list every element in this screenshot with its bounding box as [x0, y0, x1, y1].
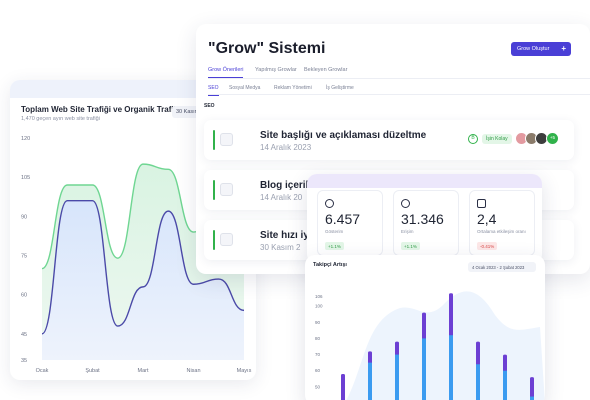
- y-tick-label: 45: [21, 332, 27, 338]
- task-checkbox[interactable]: [220, 133, 233, 146]
- task-date: 30 Kasım 2: [260, 243, 301, 252]
- task-date: 14 Aralık 20: [260, 193, 303, 202]
- followers-date-range[interactable]: 4 Ocak 2023 - 2 Şubat 2023: [468, 262, 536, 272]
- task-checkbox[interactable]: [220, 183, 233, 196]
- bar-segment: [530, 396, 534, 400]
- eye-icon: [325, 199, 334, 208]
- task-row[interactable]: Site başlığı ve açıklaması düzeltme 14 A…: [204, 120, 574, 160]
- stat-change: +1.1%: [325, 242, 344, 250]
- y-tick-label: 100: [315, 304, 323, 309]
- y-tick-label: 90: [21, 214, 27, 220]
- x-tick-label: Ocak: [36, 368, 49, 374]
- section-label: SEO: [204, 103, 215, 109]
- task-checkbox[interactable]: [220, 233, 233, 246]
- x-tick-label: Nisan: [186, 368, 200, 374]
- x-tick-label: Mart: [138, 368, 149, 374]
- task-title: Site başlığı ve açıklaması düzeltme: [260, 130, 427, 141]
- bar-segment: [422, 338, 426, 400]
- y-tick-label: 70: [315, 352, 321, 357]
- grow-tabs: Grow Önerileri Yapılmış Growlar Bekleyen…: [208, 67, 590, 79]
- tab-ads[interactable]: Reklam Yönetimi: [274, 85, 312, 91]
- bar-segment: [395, 354, 399, 400]
- bar-segment: [449, 335, 453, 400]
- y-tick-label: 120: [21, 136, 30, 142]
- eye-icon: [401, 199, 410, 208]
- traffic-subtitle: 1,470 geçen ayın web site trafiği: [21, 116, 100, 122]
- task-date: 14 Aralık 2023: [260, 143, 312, 152]
- status-bar: [213, 180, 215, 200]
- bar-segment: [476, 364, 480, 400]
- status-bar: [213, 130, 215, 150]
- series-line: [41, 199, 245, 335]
- background-area: [346, 291, 545, 400]
- difficulty-badge: İşin Kolay: [482, 134, 512, 144]
- plus-icon: +: [561, 44, 566, 53]
- stat-label: Erişim: [401, 229, 414, 234]
- x-tick-label: Şubat: [85, 368, 100, 374]
- card-top-band: [307, 174, 542, 188]
- bar-segment: [368, 362, 372, 400]
- stat-value: 31.346: [401, 211, 444, 227]
- stat-engagement: 2,4 Ortalama etkileşim oranı -0.41%: [469, 190, 535, 256]
- followers-chart: 405060708090100106: [315, 291, 545, 400]
- stat-value: 2,4: [477, 211, 497, 227]
- stats-card: 6.457 Gösterim +1.1% 31.346 Erişim +1.1%…: [307, 174, 542, 264]
- create-grow-label: Grow Oluştur: [517, 46, 550, 52]
- followers-card: Takipçi Artışı 4 Ocak 2023 - 2 Şubat 202…: [305, 255, 545, 400]
- y-tick-label: 60: [315, 368, 321, 373]
- card-top-band: [10, 80, 256, 98]
- y-tick-label: 80: [315, 336, 321, 341]
- tab-grow-suggestions[interactable]: Grow Önerileri: [208, 67, 244, 78]
- bar-total: [341, 373, 345, 400]
- tab-social-media[interactable]: Sosyal Medya: [229, 85, 261, 91]
- stat-impressions: 6.457 Gösterim +1.1%: [317, 190, 383, 256]
- stat-label: Ortalama etkileşim oranı: [477, 229, 526, 234]
- tab-done-grows[interactable]: Yapılmış Growlar: [255, 67, 297, 73]
- bar-total: [530, 377, 534, 400]
- y-tick-label: 90: [315, 320, 321, 325]
- page-title: "Grow" Sistemi: [208, 40, 326, 57]
- series-area: [42, 200, 244, 360]
- task-title: Site hızı iy: [260, 230, 309, 241]
- y-tick-label: 50: [315, 384, 321, 389]
- tab-business-dev[interactable]: İş Geliştirme: [326, 85, 354, 91]
- y-tick-label: 75: [21, 254, 27, 260]
- task-title: Blog içerik: [260, 180, 312, 191]
- difficulty-icon: B: [468, 134, 478, 144]
- bar-segment: [503, 370, 507, 400]
- create-grow-button[interactable]: Grow Oluştur +: [511, 42, 571, 56]
- square-icon: [477, 199, 486, 208]
- stat-label: Gösterim: [325, 229, 344, 234]
- y-tick-label: 60: [21, 293, 27, 299]
- category-tabs: SEO Sosyal Medya Reklam Yönetimi İş Geli…: [208, 85, 590, 96]
- y-tick-label: 105: [21, 175, 30, 181]
- y-tick-label: 35: [21, 358, 27, 364]
- traffic-title: Toplam Web Site Trafiği ve Organik Trafi…: [21, 105, 179, 114]
- status-bar: [213, 230, 215, 250]
- stat-value: 6.457: [325, 211, 361, 227]
- stat-change: +1.1%: [401, 242, 420, 250]
- tab-pending-grows[interactable]: Bekleyen Growlar: [304, 67, 348, 73]
- x-tick-label: Mayıs: [237, 368, 252, 374]
- avatar-more[interactable]: +5: [546, 132, 559, 145]
- stat-reach: 31.346 Erişim +1.1%: [393, 190, 459, 256]
- stat-change: -0.41%: [477, 242, 498, 250]
- y-tick-label: 106: [315, 294, 323, 299]
- tab-seo[interactable]: SEO: [208, 85, 219, 96]
- followers-title: Takipçi Artışı: [313, 262, 347, 268]
